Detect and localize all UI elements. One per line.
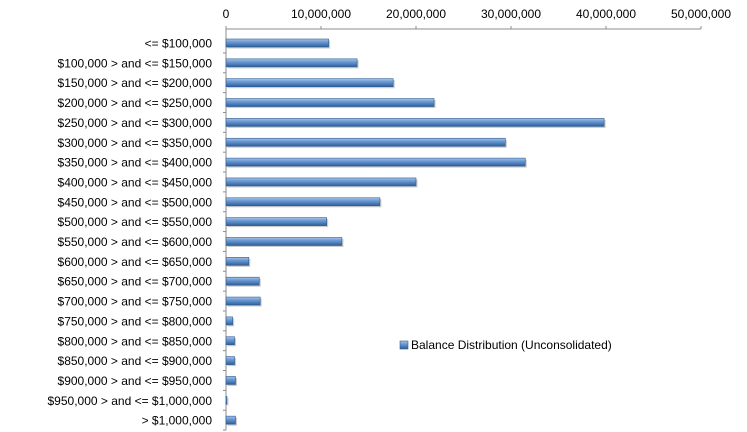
- category-label: $250,000 > and <= $300,000: [58, 116, 213, 130]
- x-tick-label: 50,000,000: [671, 7, 731, 21]
- category-label: $400,000 > and <= $450,000: [58, 175, 213, 189]
- category-label: $800,000 > and <= $850,000: [58, 334, 213, 348]
- bar: [225, 415, 236, 425]
- category-label: $850,000 > and <= $900,000: [58, 354, 213, 368]
- category-label: $900,000 > and <= $950,000: [58, 374, 213, 388]
- x-tick-label: 30,000,000: [481, 7, 541, 21]
- category-label: $750,000 > and <= $800,000: [58, 314, 213, 328]
- category-label: $300,000 > and <= $350,000: [58, 136, 213, 150]
- bar: [225, 217, 327, 226]
- category-label: $500,000 > and <= $550,000: [58, 215, 213, 229]
- category-label: $350,000 > and <= $400,000: [58, 156, 213, 170]
- bar: [225, 137, 506, 147]
- x-tick-label: 0: [223, 7, 230, 21]
- x-tick-label: 20,000,000: [386, 7, 446, 21]
- bar: [225, 257, 250, 266]
- bar: [225, 336, 235, 346]
- bar: [225, 78, 394, 87]
- category-label: $200,000 > and <= $250,000: [58, 96, 213, 110]
- axis-layer: 0 10,000,000 20,000,000 30,000,000 40,000,00…: [48, 7, 731, 431]
- legend-label: Balance Distribution (Unconsolidated): [411, 338, 612, 352]
- category-label: $150,000 > and <= $200,000: [58, 76, 213, 90]
- bar: [225, 118, 605, 127]
- bar: [225, 157, 526, 167]
- bar: [225, 356, 235, 365]
- bar: [225, 98, 435, 107]
- bar: [225, 197, 381, 207]
- bar: [225, 38, 329, 48]
- bar: [225, 276, 260, 286]
- category-label: $950,000 > and <= $1,000,000: [48, 394, 213, 408]
- legend: Balance Distribution (Unconsolidated): [399, 338, 612, 352]
- category-label: > $1,000,000: [142, 414, 213, 428]
- bar: [225, 316, 233, 326]
- category-label: $600,000 > and <= $650,000: [58, 255, 213, 269]
- bar: [225, 58, 358, 68]
- bar: [225, 296, 261, 306]
- category-label: $650,000 > and <= $700,000: [58, 275, 213, 289]
- category-label: <= $100,000: [145, 37, 213, 51]
- bar-shadow: [227, 397, 229, 406]
- bar: [225, 237, 343, 246]
- category-label: $550,000 > and <= $600,000: [58, 235, 213, 249]
- category-label: $700,000 > and <= $750,000: [58, 295, 213, 309]
- x-tick-label: 40,000,000: [576, 7, 636, 21]
- bar-layer: [225, 38, 606, 426]
- bar: [225, 177, 417, 187]
- category-label: $450,000 > and <= $500,000: [58, 195, 213, 209]
- legend-swatch: [399, 340, 409, 350]
- category-label: $100,000 > and <= $150,000: [58, 56, 213, 70]
- x-tick-label: 10,000,000: [291, 7, 351, 21]
- bar: [225, 376, 236, 385]
- bar: [225, 395, 228, 405]
